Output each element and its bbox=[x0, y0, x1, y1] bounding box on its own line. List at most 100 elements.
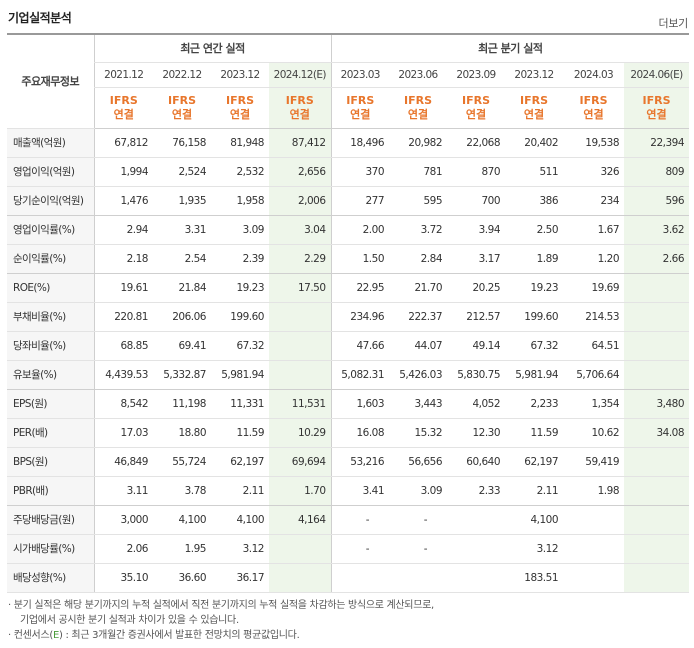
table-cell: 19.69 bbox=[563, 273, 625, 303]
table-cell: 2.39 bbox=[211, 244, 269, 274]
row-label: 배당성향(%) bbox=[7, 563, 94, 593]
table-cell bbox=[624, 273, 690, 303]
table-row: 순이익률(%) 2.18 2.54 2.39 2.29 1.50 2.84 3.17 1.89 1… bbox=[7, 244, 690, 274]
table-cell: 10.62 bbox=[563, 418, 625, 448]
table-row: BPS(원) 46,849 55,724 62,197 69,694 53,216 56,6… bbox=[7, 447, 690, 477]
table-cell bbox=[389, 563, 448, 593]
ifrs-label: IFRS 연결 bbox=[389, 87, 448, 129]
table-cell: 18,496 bbox=[330, 128, 390, 158]
period-header: 2021.12 bbox=[93, 62, 153, 88]
period-header: 2023.12 bbox=[505, 62, 564, 88]
table-cell bbox=[624, 505, 690, 535]
more-link[interactable]: 더보기 bbox=[658, 17, 689, 30]
table-cell: 2,524 bbox=[153, 157, 211, 187]
table-cell: 11,331 bbox=[211, 389, 269, 419]
table-cell: 5,981.94 bbox=[211, 360, 269, 390]
row-label: PBR(배) bbox=[7, 476, 94, 506]
table-cell: 234 bbox=[563, 186, 625, 216]
table-cell: 47.66 bbox=[330, 331, 390, 361]
table-row: 매출액(억원) 67,812 76,158 81,948 87,412 18,496 20,… bbox=[7, 128, 690, 158]
table-cell: 8,542 bbox=[93, 389, 153, 419]
table-cell: 3.78 bbox=[153, 476, 211, 506]
footnote-2: · 컨센서스(E) : 최근 3개월간 증권사에서 발표한 전망치의 평균값입니… bbox=[8, 628, 688, 643]
table-cell bbox=[624, 476, 690, 506]
table-cell: 1.50 bbox=[330, 244, 390, 274]
period-header: 2023.12 bbox=[211, 62, 269, 88]
table-cell bbox=[563, 563, 625, 593]
table-cell: 2.84 bbox=[389, 244, 448, 274]
table-cell: 4,100 bbox=[211, 505, 269, 535]
table-cell: 2,532 bbox=[211, 157, 269, 187]
table-cell: 781 bbox=[389, 157, 448, 187]
table-cell: 3.11 bbox=[93, 476, 153, 506]
footnote-2-prefix: · 컨센서스( bbox=[8, 630, 53, 641]
table-cell bbox=[447, 534, 506, 564]
table-cell: 214.53 bbox=[563, 302, 625, 332]
table-cell: 4,100 bbox=[153, 505, 211, 535]
table-cell: 5,332.87 bbox=[153, 360, 211, 390]
table-cell: 12.30 bbox=[447, 418, 506, 448]
table-cell: 199.60 bbox=[505, 302, 564, 332]
table-cell: 55,724 bbox=[153, 447, 211, 477]
table-cell: 2,006 bbox=[269, 186, 332, 216]
table-cell: 18.80 bbox=[153, 418, 211, 448]
table-cell: 870 bbox=[447, 157, 506, 187]
table-cell: 67.32 bbox=[211, 331, 269, 361]
table-cell: 22,394 bbox=[624, 128, 690, 158]
table-cell: 3,000 bbox=[93, 505, 153, 535]
table-cell: 220.81 bbox=[93, 302, 153, 332]
table-cell: 87,412 bbox=[269, 128, 332, 158]
table-cell: 234.96 bbox=[330, 302, 390, 332]
table-cell: 386 bbox=[505, 186, 564, 216]
row-label: 영업이익(억원) bbox=[7, 157, 94, 187]
table-cell: 19.61 bbox=[93, 273, 153, 303]
table-cell: 17.03 bbox=[93, 418, 153, 448]
table-cell bbox=[563, 505, 625, 535]
table-cell: 700 bbox=[447, 186, 506, 216]
table-cell: 20,402 bbox=[505, 128, 564, 158]
row-label: 유보율(%) bbox=[7, 360, 94, 390]
table-row: 시가배당률(%) 2.06 1.95 3.12- -3.12 bbox=[7, 534, 690, 564]
table-cell bbox=[269, 360, 332, 390]
table-cell: 1,935 bbox=[153, 186, 211, 216]
table-cell: 1.67 bbox=[563, 215, 625, 245]
table-cell: 35.10 bbox=[93, 563, 153, 593]
table-cell: 4,100 bbox=[505, 505, 564, 535]
ifrs-label: IFRS 연결 bbox=[93, 87, 153, 129]
table-cell: 67.32 bbox=[505, 331, 564, 361]
table-cell: 3.72 bbox=[389, 215, 448, 245]
financial-table: 주요재무정보 최근 연간 실적 최근 분기 실적 2021.12 2022.12 2… bbox=[7, 33, 690, 593]
table-cell: 595 bbox=[389, 186, 448, 216]
table-cell: 212.57 bbox=[447, 302, 506, 332]
table-cell: 5,830.75 bbox=[447, 360, 506, 390]
table-cell: 69,694 bbox=[269, 447, 332, 477]
table-row: PBR(배) 3.11 3.78 2.11 1.70 3.41 3.09 2.33 2.11 1.… bbox=[7, 476, 690, 506]
table-cell: 5,082.31 bbox=[330, 360, 390, 390]
table-cell: 277 bbox=[330, 186, 390, 216]
row-label: 당기순이익(억원) bbox=[7, 186, 94, 216]
table-cell: 16.08 bbox=[330, 418, 390, 448]
table-cell bbox=[269, 331, 332, 361]
table-cell: 3.62 bbox=[624, 215, 690, 245]
section-title: 기업실적분석 bbox=[8, 11, 72, 25]
table-cell: 10.29 bbox=[269, 418, 332, 448]
table-cell: 20,982 bbox=[389, 128, 448, 158]
table-cell: 596 bbox=[624, 186, 690, 216]
table-cell: 2.54 bbox=[153, 244, 211, 274]
table-cell bbox=[330, 563, 390, 593]
row-label: 영업이익률(%) bbox=[7, 215, 94, 245]
table-cell: 1.70 bbox=[269, 476, 332, 506]
ifrs-label: IFRS 연결 bbox=[211, 87, 269, 129]
table-cell: 2.11 bbox=[505, 476, 564, 506]
table-cell: 206.06 bbox=[153, 302, 211, 332]
row-label: EPS(원) bbox=[7, 389, 94, 419]
table-cell: 2.94 bbox=[93, 215, 153, 245]
table-cell: 1,994 bbox=[93, 157, 153, 187]
table-row: 주당배당금(원) 3,000 4,100 4,100 4,164- -4,100 bbox=[7, 505, 690, 535]
row-label: BPS(원) bbox=[7, 447, 94, 477]
table-row: ROE(%) 19.61 21.84 19.23 17.50 22.95 21.70 20.2… bbox=[7, 273, 690, 303]
period-header: 2024.03 bbox=[563, 62, 625, 88]
table-cell: 76,158 bbox=[153, 128, 211, 158]
table-cell: 64.51 bbox=[563, 331, 625, 361]
table-cell: 1,603 bbox=[330, 389, 390, 419]
